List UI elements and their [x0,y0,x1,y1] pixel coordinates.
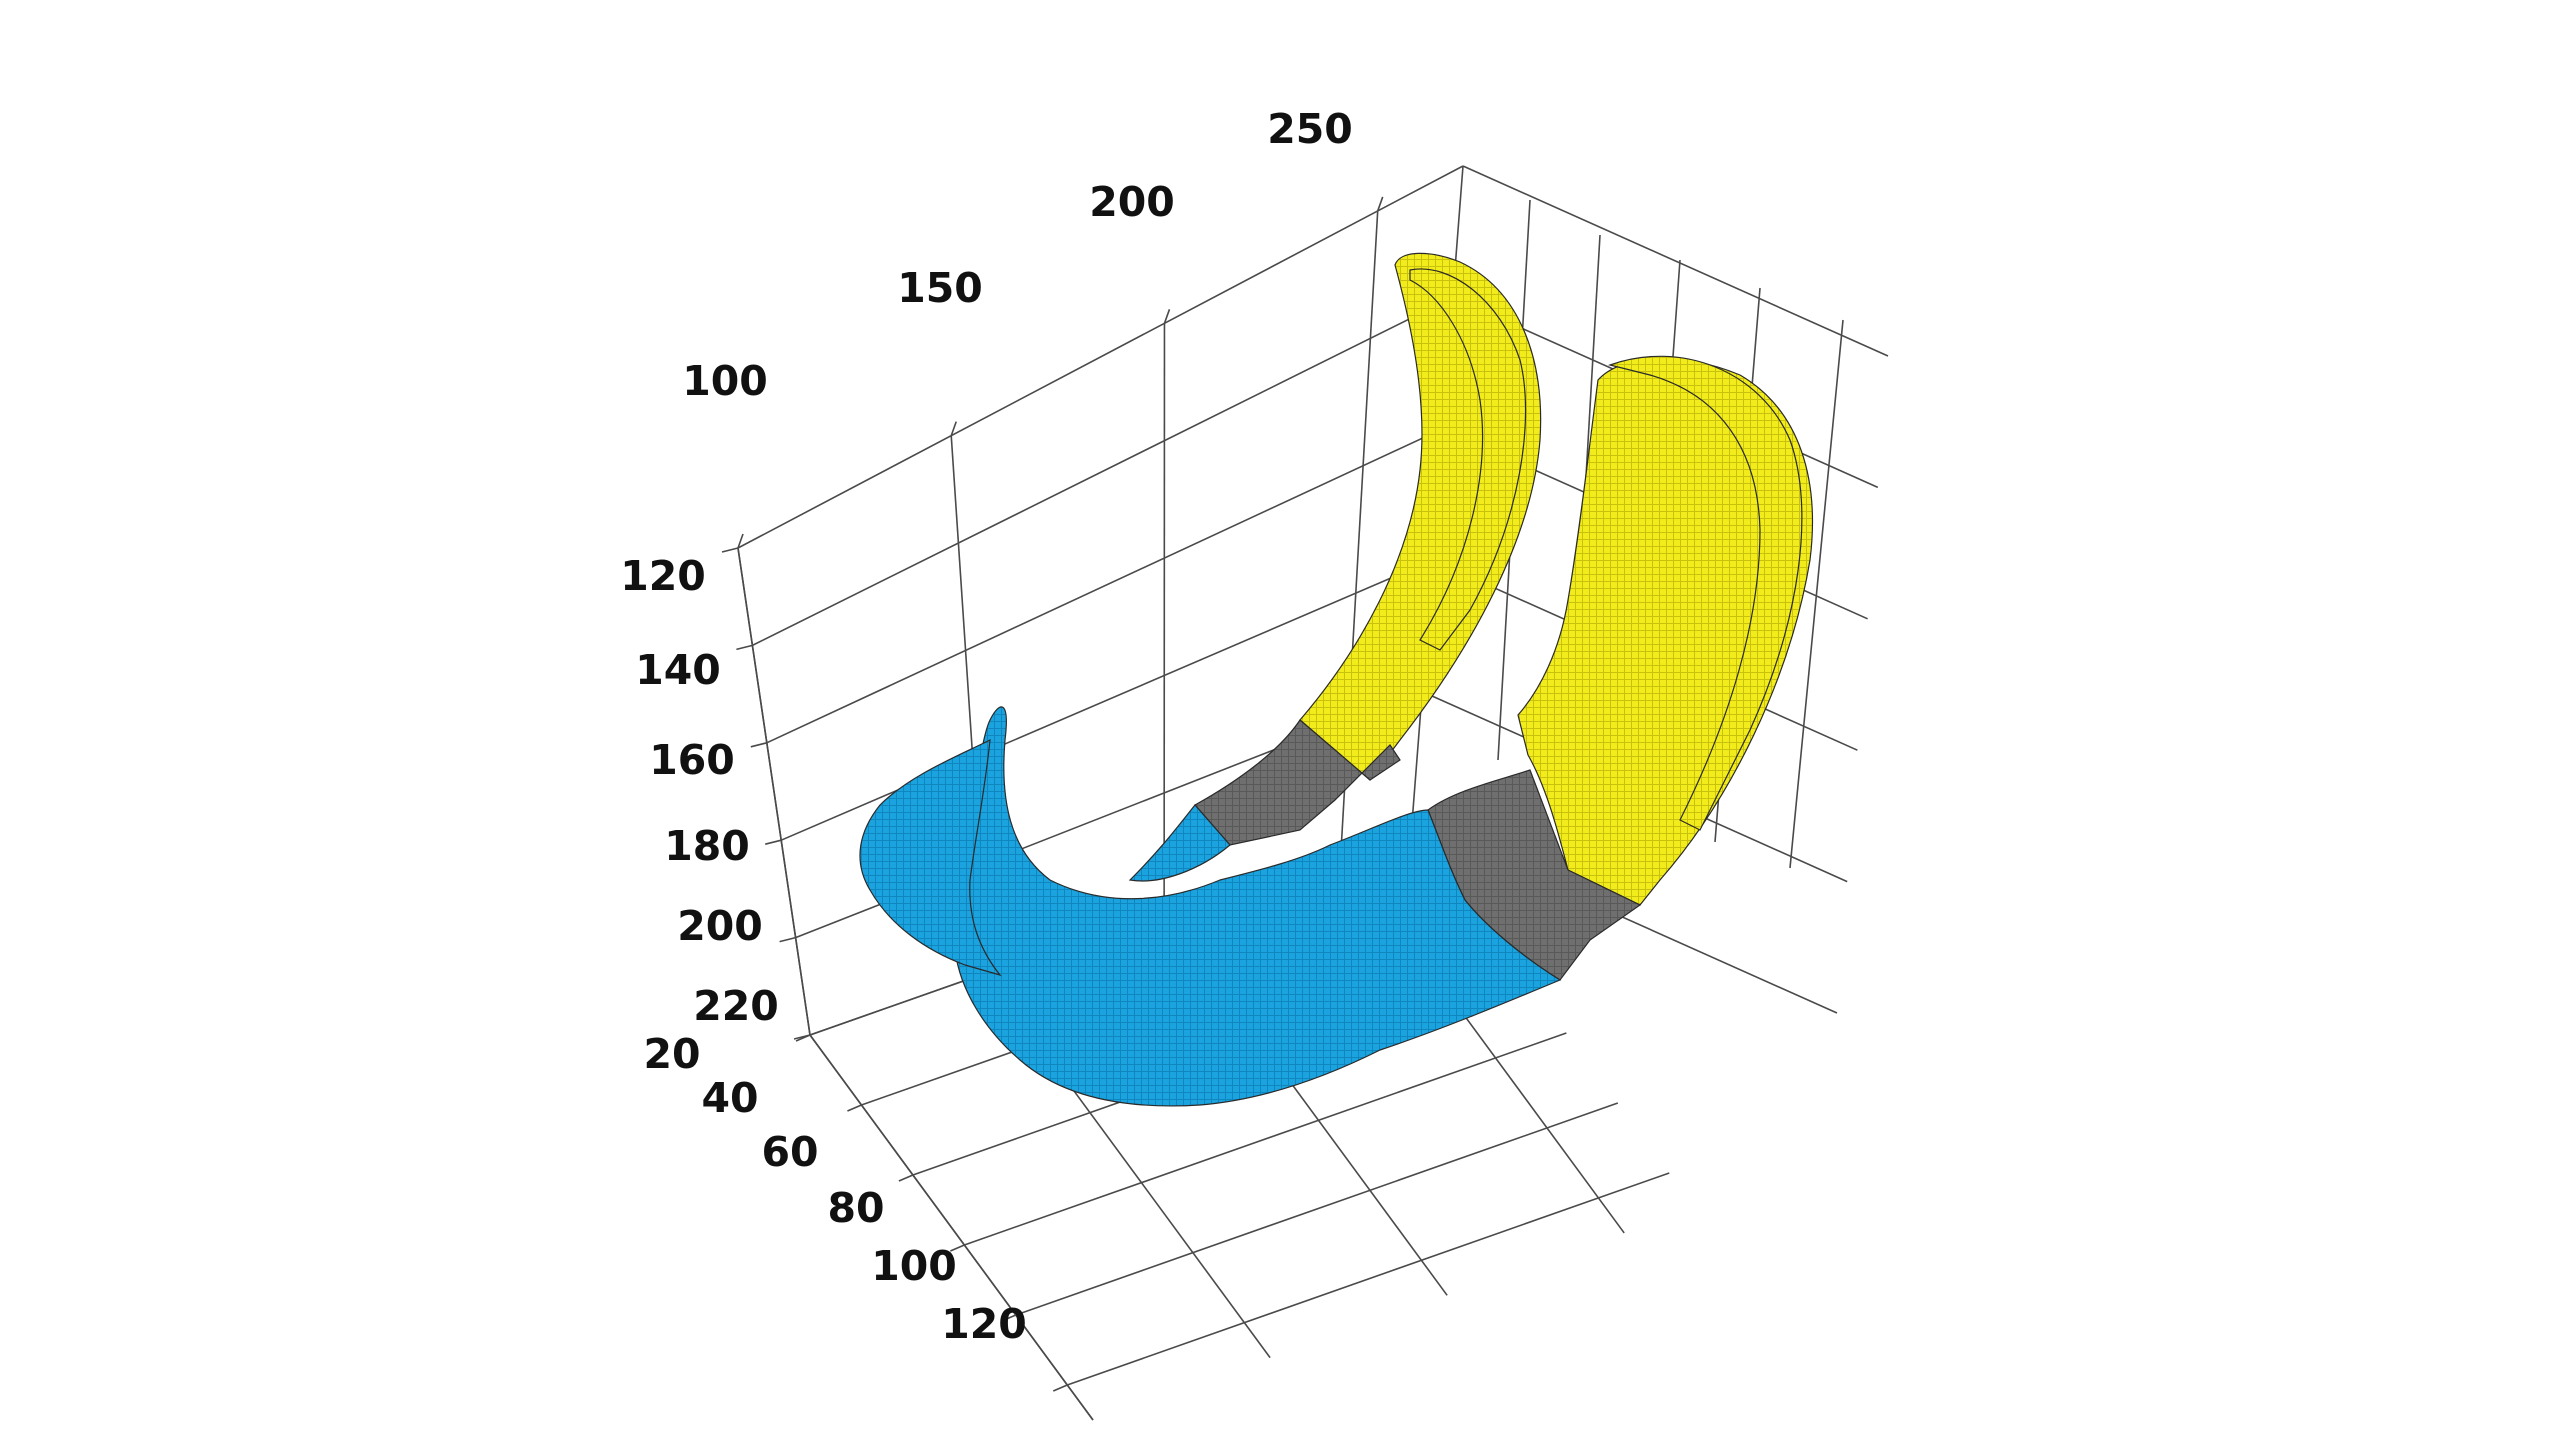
z-tick-label-220: 220 [693,982,779,1030]
z-tick-label-160: 160 [649,736,735,784]
tick-mark-y-40 [847,1104,862,1112]
grid-line-z-180 [780,559,1433,841]
x-tick-label-250: 250 [1267,105,1353,153]
z-tick-label-180: 180 [664,822,750,870]
left-anterior-surface [1128,804,1231,882]
tick-mark-x-150 [950,421,957,436]
y-tick-label-20: 20 [643,1030,700,1078]
tick-mark-y-100 [1001,1314,1017,1322]
voxel-shapes [859,252,1813,1107]
right-anterior-surface [953,706,1562,1107]
tick-mark-z-120 [721,547,739,553]
tick-mark-z-140 [736,644,753,651]
y-tick-label-40: 40 [701,1074,758,1122]
left-middle-surface [1194,719,1401,846]
left-anterior-outer [859,738,1002,977]
left-posterior-rim [1409,268,1527,651]
y-tick-label-80: 80 [827,1184,884,1232]
grid-line-z-140 [752,296,1454,647]
y-tick-label-100: 100 [871,1242,957,1290]
grid-line-side-4 [1789,319,1844,869]
z-tick-label-200: 200 [677,902,763,950]
tick-mark-y-80 [950,1244,965,1252]
x-tick-label-100: 100 [682,357,768,405]
tick-mark-z-200 [779,936,796,943]
grid-line-side-z-120 [1462,165,1889,357]
tick-mark-y-120 [1052,1384,1068,1392]
right-posterior-rim [1607,355,1803,831]
tick-mark-y-20 [795,1034,811,1042]
y-tick-label-120: 120 [941,1300,1027,1348]
grid-line-floor-y-80 [964,1032,1567,1246]
right-posterior-surface [1517,357,1813,906]
x-tick-label-200: 200 [1089,178,1175,226]
tick-mark-y-60 [898,1174,914,1182]
grid-line-floor-y-120 [1067,1172,1670,1386]
tick-mark-x-250 [1376,196,1384,212]
tick-mark-z-180 [765,839,782,845]
z-tick-label-140: 140 [635,646,721,694]
tick-mark-z-160 [750,742,767,748]
grid-line-z-160 [766,428,1443,744]
x-tick-label-150: 150 [897,264,983,312]
y-tick-label-60: 60 [761,1128,818,1176]
tick-mark-x-200 [1163,309,1171,324]
grid-line-floor-left [809,1034,1094,1421]
grid-line-floor-y-100 [1015,1102,1619,1316]
z-tick-label-120: 120 [620,552,706,600]
grid-line-back-left [737,547,811,1036]
grid-line-z-120 [737,165,1464,549]
tick-mark-x-100 [737,533,744,549]
